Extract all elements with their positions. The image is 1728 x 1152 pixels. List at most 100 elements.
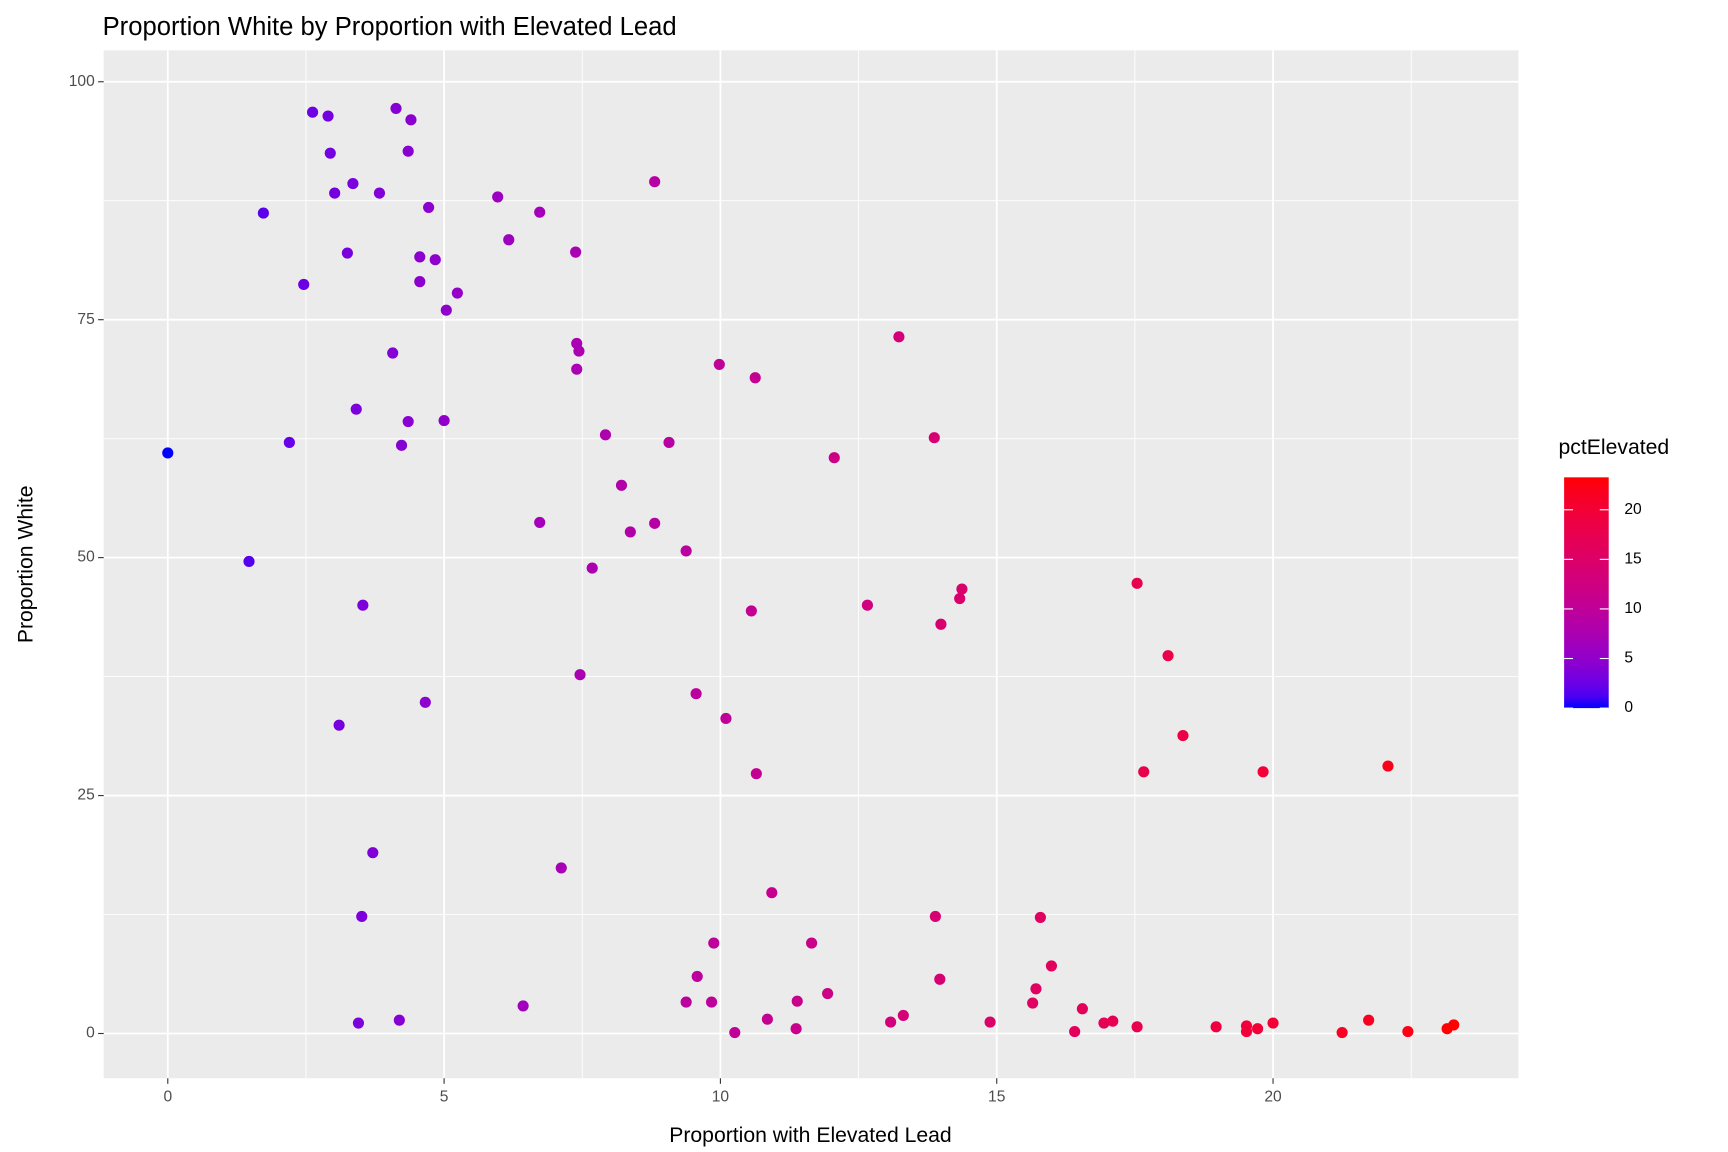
point xyxy=(806,937,818,949)
point xyxy=(649,176,661,188)
point xyxy=(451,287,463,299)
point xyxy=(624,526,636,538)
point xyxy=(373,187,386,199)
point xyxy=(1107,1015,1119,1027)
point xyxy=(893,331,905,343)
point xyxy=(429,254,441,266)
point xyxy=(761,1013,773,1025)
point xyxy=(573,345,585,357)
point xyxy=(414,276,426,288)
point xyxy=(599,429,612,441)
point xyxy=(534,206,546,218)
point xyxy=(414,251,426,263)
point xyxy=(1027,997,1039,1009)
point xyxy=(393,1014,405,1026)
point xyxy=(347,178,359,190)
x-axis-title: Proportion with Elevated Lead xyxy=(669,1124,951,1147)
y-tick-label: 100 xyxy=(69,73,95,90)
point xyxy=(708,937,720,949)
points xyxy=(162,102,1460,1039)
point xyxy=(791,995,803,1007)
y-tick-label: 50 xyxy=(77,549,95,566)
point xyxy=(649,517,661,529)
color-bar xyxy=(1564,477,1609,709)
point xyxy=(390,102,402,114)
point xyxy=(1131,577,1143,589)
point xyxy=(333,719,345,731)
point xyxy=(517,1000,529,1012)
point xyxy=(984,1016,996,1028)
point xyxy=(1131,1021,1143,1033)
point xyxy=(1162,650,1174,662)
point xyxy=(929,910,941,923)
y-tick-label: 25 xyxy=(77,787,95,804)
point xyxy=(885,1016,897,1028)
point xyxy=(402,145,414,157)
point xyxy=(395,439,408,451)
chart-title: Proportion White by Proportion with Elev… xyxy=(103,13,677,41)
point xyxy=(956,583,968,595)
point xyxy=(352,1017,365,1029)
point xyxy=(503,234,515,246)
point xyxy=(828,452,840,464)
point xyxy=(713,358,725,371)
point xyxy=(423,201,435,213)
point xyxy=(822,987,834,1000)
point xyxy=(934,973,946,985)
point xyxy=(680,996,692,1008)
plot-panel xyxy=(103,50,1519,1079)
point xyxy=(766,887,778,899)
point xyxy=(790,1023,802,1035)
point xyxy=(1177,730,1189,742)
point xyxy=(1034,911,1046,923)
point xyxy=(615,479,628,491)
point xyxy=(356,910,368,923)
legend-label: 10 xyxy=(1624,600,1642,617)
point xyxy=(1336,1026,1348,1039)
point xyxy=(1045,960,1058,972)
point xyxy=(1402,1026,1414,1038)
point xyxy=(419,696,431,708)
point xyxy=(341,247,353,259)
legend-label: 15 xyxy=(1624,550,1642,567)
point xyxy=(357,599,369,611)
legend-label: 20 xyxy=(1624,501,1642,518)
point xyxy=(749,372,761,384)
point xyxy=(350,403,362,415)
point xyxy=(1098,1017,1110,1029)
point xyxy=(691,970,703,982)
point xyxy=(571,363,583,375)
point xyxy=(298,278,310,291)
legend-label: 0 xyxy=(1624,699,1633,716)
point xyxy=(555,862,567,874)
point xyxy=(750,768,762,780)
point xyxy=(745,605,757,617)
point xyxy=(1240,1026,1253,1038)
point xyxy=(574,669,586,681)
point xyxy=(690,688,702,700)
point xyxy=(440,304,452,316)
point xyxy=(387,347,399,359)
point xyxy=(897,1009,909,1021)
point xyxy=(1076,1003,1088,1015)
point xyxy=(680,545,692,557)
point xyxy=(402,415,414,428)
point xyxy=(1363,1014,1375,1026)
point xyxy=(1267,1017,1279,1029)
point xyxy=(1257,766,1269,778)
legend-label: 5 xyxy=(1624,650,1633,667)
point xyxy=(534,516,546,528)
point xyxy=(1448,1019,1460,1031)
x-tick-label: 10 xyxy=(712,1088,730,1105)
point xyxy=(861,599,873,611)
point xyxy=(322,110,334,122)
point xyxy=(586,562,598,574)
point xyxy=(1069,1026,1081,1038)
point xyxy=(306,106,319,118)
point xyxy=(1251,1023,1264,1035)
point xyxy=(283,436,295,449)
point xyxy=(329,187,341,199)
x-tick-label: 15 xyxy=(988,1088,1006,1105)
point xyxy=(570,246,582,258)
